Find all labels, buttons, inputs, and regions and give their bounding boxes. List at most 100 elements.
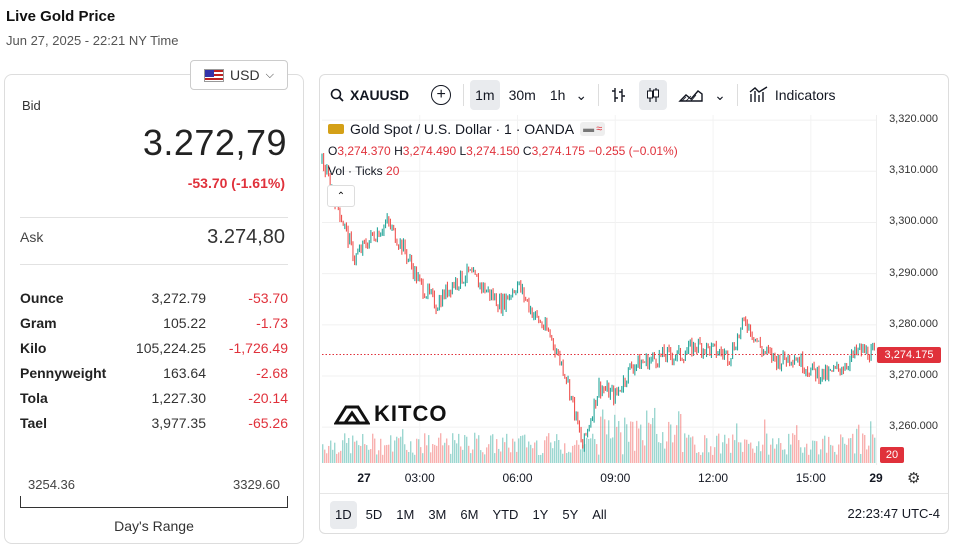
volume-bar — [820, 449, 822, 463]
volume-bar — [362, 433, 364, 463]
volume-bar — [498, 448, 500, 463]
volume-bar — [864, 435, 866, 463]
volume-bar — [474, 432, 476, 463]
volume-bar — [712, 454, 714, 463]
volume-bar — [334, 442, 336, 463]
range-1y[interactable]: 1Y — [532, 507, 549, 522]
range-bar — [20, 496, 288, 508]
price-panel — [4, 74, 304, 544]
range-3m[interactable]: 3M — [428, 507, 447, 522]
chart-panel: XAUUSD + 1m 30m 1h ⌄ ⌄ Indicators Gold S… — [319, 74, 949, 534]
volume-bar — [536, 440, 538, 463]
chevron-down-icon[interactable]: ⌄ — [575, 86, 588, 103]
volume-bar — [746, 439, 748, 463]
unit-price: 163.64 — [163, 365, 206, 381]
collapse-legend-button[interactable]: ⌃ — [327, 185, 355, 207]
interval-1m[interactable]: 1m — [470, 80, 500, 110]
gear-icon[interactable]: ⚙ — [907, 470, 921, 487]
range-all[interactable]: All — [592, 507, 607, 522]
interval-1h[interactable]: 1h — [549, 87, 566, 103]
volume-bar — [868, 445, 870, 463]
volume-bar — [626, 424, 628, 463]
bars-style-icon[interactable] — [605, 80, 633, 110]
high-value: 3,274.490 — [402, 144, 457, 158]
volume-bar — [584, 444, 586, 463]
volume-bar — [336, 453, 338, 463]
volume-bar — [572, 445, 574, 463]
symbol-search[interactable]: XAUUSD — [330, 87, 409, 103]
price-axis[interactable]: 3,320.000 3,310.000 3,300.000 3,290.000 3,28… — [876, 113, 948, 465]
legend-toggle[interactable]: ▬ ≈ — [580, 122, 606, 136]
x-tick-label: 15:00 — [795, 471, 826, 485]
range-5d[interactable]: 5D — [365, 507, 383, 522]
chart-legend: Gold Spot / U.S. Dollar · 1 · OANDA ▬ ≈ — [328, 121, 606, 137]
volume-bar — [806, 443, 808, 463]
volume-bar — [414, 454, 416, 463]
volume-bar — [622, 454, 624, 463]
range-6m[interactable]: 6M — [460, 507, 479, 522]
volume-bar — [384, 445, 386, 463]
us-flag-icon — [204, 68, 225, 82]
area-style-icon[interactable] — [673, 80, 709, 110]
range-1d[interactable]: 1D — [330, 500, 357, 529]
candles-style-icon[interactable] — [639, 80, 668, 110]
volume-bar — [578, 444, 580, 463]
volume-bar — [556, 434, 558, 463]
volume-bar — [682, 452, 684, 463]
volume-bar — [452, 433, 454, 463]
volume-bar — [402, 429, 404, 463]
price-chart[interactable] — [320, 75, 949, 495]
range-ytd[interactable]: YTD — [492, 507, 519, 522]
volume-bar — [428, 435, 430, 463]
indicators-button[interactable]: Indicators — [744, 80, 841, 110]
volume-bar — [704, 435, 706, 463]
volume-bar — [506, 433, 508, 463]
volume-bar — [754, 452, 756, 463]
volume-bar — [444, 442, 446, 463]
volume-bar — [594, 439, 596, 463]
range-1m[interactable]: 1M — [396, 507, 415, 522]
unit-row-pennyweight: Pennyweight 163.64 -2.68 — [20, 365, 288, 390]
bid-value: 3.272,79 — [142, 122, 287, 163]
volume-bar — [664, 448, 666, 463]
volume-bar — [418, 439, 420, 463]
volume-bar — [368, 449, 370, 463]
unit-price: 3,977.35 — [151, 415, 207, 431]
volume-bar — [322, 444, 324, 463]
interval-30m[interactable]: 30m — [508, 87, 536, 103]
volume-bar — [448, 445, 450, 463]
volume-bar — [602, 409, 604, 463]
x-tick-label: 03:00 — [404, 471, 435, 485]
volume-bar — [782, 449, 784, 463]
volume-bar — [846, 444, 848, 463]
open-value: 3,274.370 — [337, 144, 391, 158]
volume-bar — [854, 453, 856, 463]
volume-bar — [644, 445, 646, 463]
volume-tag: 20 — [880, 447, 904, 463]
volume-bar — [872, 434, 874, 463]
range-high: 3329.60 — [233, 477, 280, 492]
search-icon — [330, 88, 344, 102]
volume-bar — [686, 437, 688, 463]
range-5y[interactable]: 5Y — [562, 507, 579, 522]
volume-bar — [692, 436, 694, 463]
volume-bar — [566, 453, 568, 463]
volume-bar — [702, 452, 704, 463]
unit-row-tael: Tael 3,977.35 -65.26 — [20, 415, 288, 440]
divider — [20, 217, 288, 218]
indicators-icon — [749, 86, 768, 102]
currency-select[interactable]: USD ⌵ — [190, 60, 288, 90]
unit-row-ounce: Ounce 3,272.79 -53.70 — [20, 290, 288, 315]
volume-bar — [508, 447, 510, 463]
volume-bar — [778, 438, 780, 463]
volume-bar — [784, 449, 786, 463]
volume-bar — [364, 444, 366, 463]
volume-bar — [510, 452, 512, 463]
compare-add-icon[interactable]: + — [431, 85, 452, 105]
volume-bar — [848, 438, 850, 463]
volume-bar — [684, 433, 686, 463]
volume-bar — [842, 437, 844, 463]
chevron-down-icon[interactable]: ⌄ — [714, 86, 726, 103]
volume-bar — [514, 441, 516, 463]
volume-bar — [624, 417, 626, 463]
